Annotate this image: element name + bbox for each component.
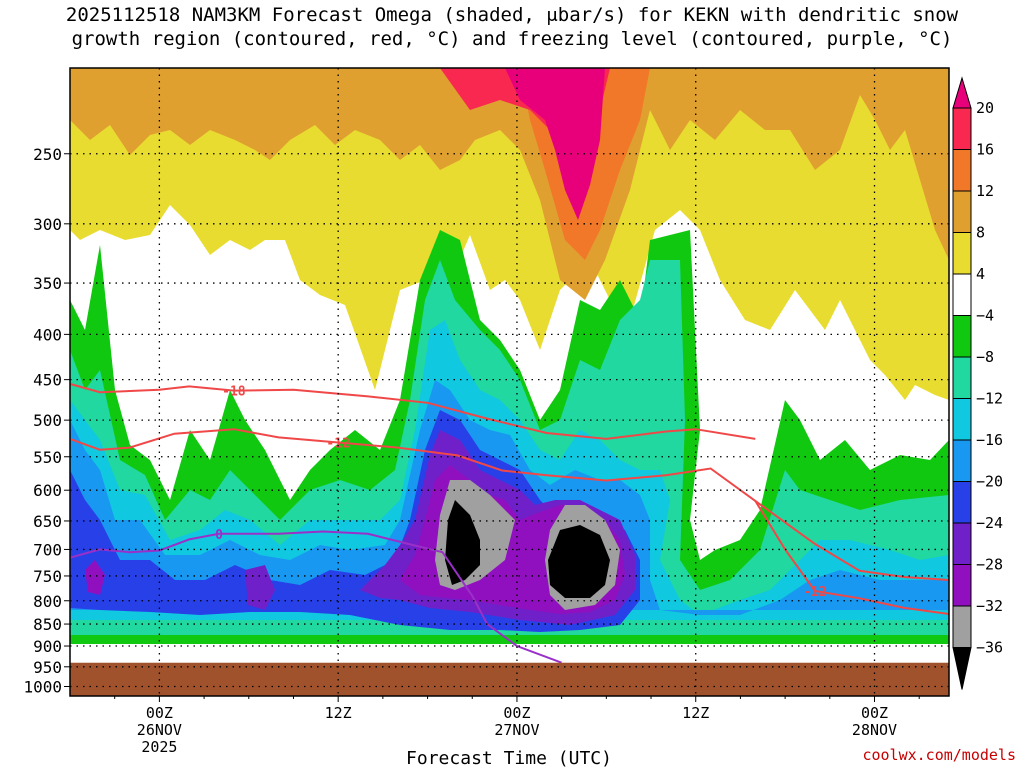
x-tick-label: 2025: [141, 738, 177, 756]
contour-label: -12: [803, 585, 826, 600]
omega-shade-magenta: [505, 68, 605, 220]
colorbar-segment: [952, 315, 972, 358]
contour-line: [70, 382, 756, 440]
colorbar-label: 8: [976, 224, 985, 242]
y-tick-label: 300: [33, 215, 62, 234]
omega-shade-orange: [70, 68, 949, 300]
y-tick-label: 400: [33, 325, 62, 344]
omega-shade-yellow: [70, 68, 949, 400]
colorbar-segment: [952, 273, 972, 316]
x-tick-label: 28NOV: [852, 721, 897, 739]
colorbar-segment: [952, 190, 972, 233]
colorbar-label: −16: [976, 431, 1003, 449]
colorbar-segment: [952, 107, 972, 150]
colorbar-segment: [952, 522, 972, 565]
x-tick-label: 26NOV: [137, 721, 182, 739]
y-tick-label: 600: [33, 481, 62, 500]
y-tick-label: 450: [33, 371, 62, 390]
colorbar-segment: [952, 605, 972, 648]
y-tick-label: 750: [33, 567, 62, 586]
x-tick-label: 12Z: [325, 704, 352, 722]
colorbar-label: 12: [976, 182, 994, 200]
colorbar-segment: [952, 564, 972, 607]
x-tick-label: 00Z: [146, 704, 173, 722]
colorbar-label: 4: [976, 265, 985, 283]
plot-area: [70, 68, 949, 696]
colorbar-label: 16: [976, 141, 994, 159]
surface-terrain: [70, 662, 949, 696]
colorbar-segment: [952, 439, 972, 482]
chart-title-line-1: 2025112518 NAM3KM Forecast Omega (shaded…: [65, 4, 959, 26]
contour-label: -12: [326, 437, 349, 452]
colorbar-cap-bottom: [952, 647, 972, 690]
omega-shade-blob-1: [85, 560, 105, 595]
y-tick-label: 850: [33, 615, 62, 634]
y-tick-label: 650: [33, 512, 62, 531]
colorbar-label: −20: [976, 473, 1003, 491]
y-tick-label: 900: [33, 637, 62, 656]
omega-shade-black: [445, 500, 610, 598]
contour-line: [70, 530, 562, 664]
contour-layer: -18 -12 -12 0: [70, 382, 949, 664]
x-axis-label: Forecast Time (UTC): [406, 748, 612, 768]
credit-text: coolwx.com/models: [862, 746, 1016, 764]
y-axis: 250 300 350 400 450 500 550 600 650 700 750 800 850 9…: [23, 145, 70, 697]
y-tick-label: 700: [33, 540, 62, 559]
y-tick-label: 950: [33, 658, 62, 677]
surface-white-band: [70, 644, 949, 652]
y-tick-label: 1000: [23, 678, 62, 697]
colorbar-segment: [952, 398, 972, 441]
x-tick-label: 00Z: [503, 704, 530, 722]
x-tick-label: 12Z: [682, 704, 709, 722]
y-tick-label: 350: [33, 274, 62, 293]
y-tick-label: 800: [33, 592, 62, 611]
x-tick-label: 27NOV: [494, 721, 539, 739]
colorbar: 20 16 12 8 4 −4 −8 −12 −16 −20 −24 −28 −32 −36: [952, 76, 1003, 690]
colorbar-label: −28: [976, 556, 1003, 574]
grid-lines: [70, 68, 949, 696]
colorbar-segment: [952, 149, 972, 192]
y-tick-label: 500: [33, 411, 62, 430]
chart-title-line-2: growth region (contoured, red, °C) and f…: [71, 28, 953, 50]
colorbar-segment: [952, 232, 972, 275]
colorbar-segment: [952, 356, 972, 399]
plot-border: [69, 67, 950, 697]
contour-line: [70, 428, 949, 581]
contour-label: 0: [215, 528, 223, 543]
y-tick-label: 550: [33, 448, 62, 467]
colorbar-label: 20: [976, 99, 994, 117]
colorbar-label: −12: [976, 390, 1003, 408]
contour-label: -18: [222, 385, 246, 400]
colorbar-label: −36: [976, 639, 1003, 657]
colorbar-label: −32: [976, 597, 1003, 615]
y-tick-label: 250: [33, 145, 62, 164]
contour-line: [754, 500, 949, 615]
colorbar-cap-top: [952, 76, 972, 109]
colorbar-label: −4: [976, 307, 994, 325]
colorbar-label: −24: [976, 514, 1003, 532]
x-tick-label: 00Z: [861, 704, 888, 722]
colorbar-label: −8: [976, 348, 994, 366]
colorbar-segment: [952, 481, 972, 524]
